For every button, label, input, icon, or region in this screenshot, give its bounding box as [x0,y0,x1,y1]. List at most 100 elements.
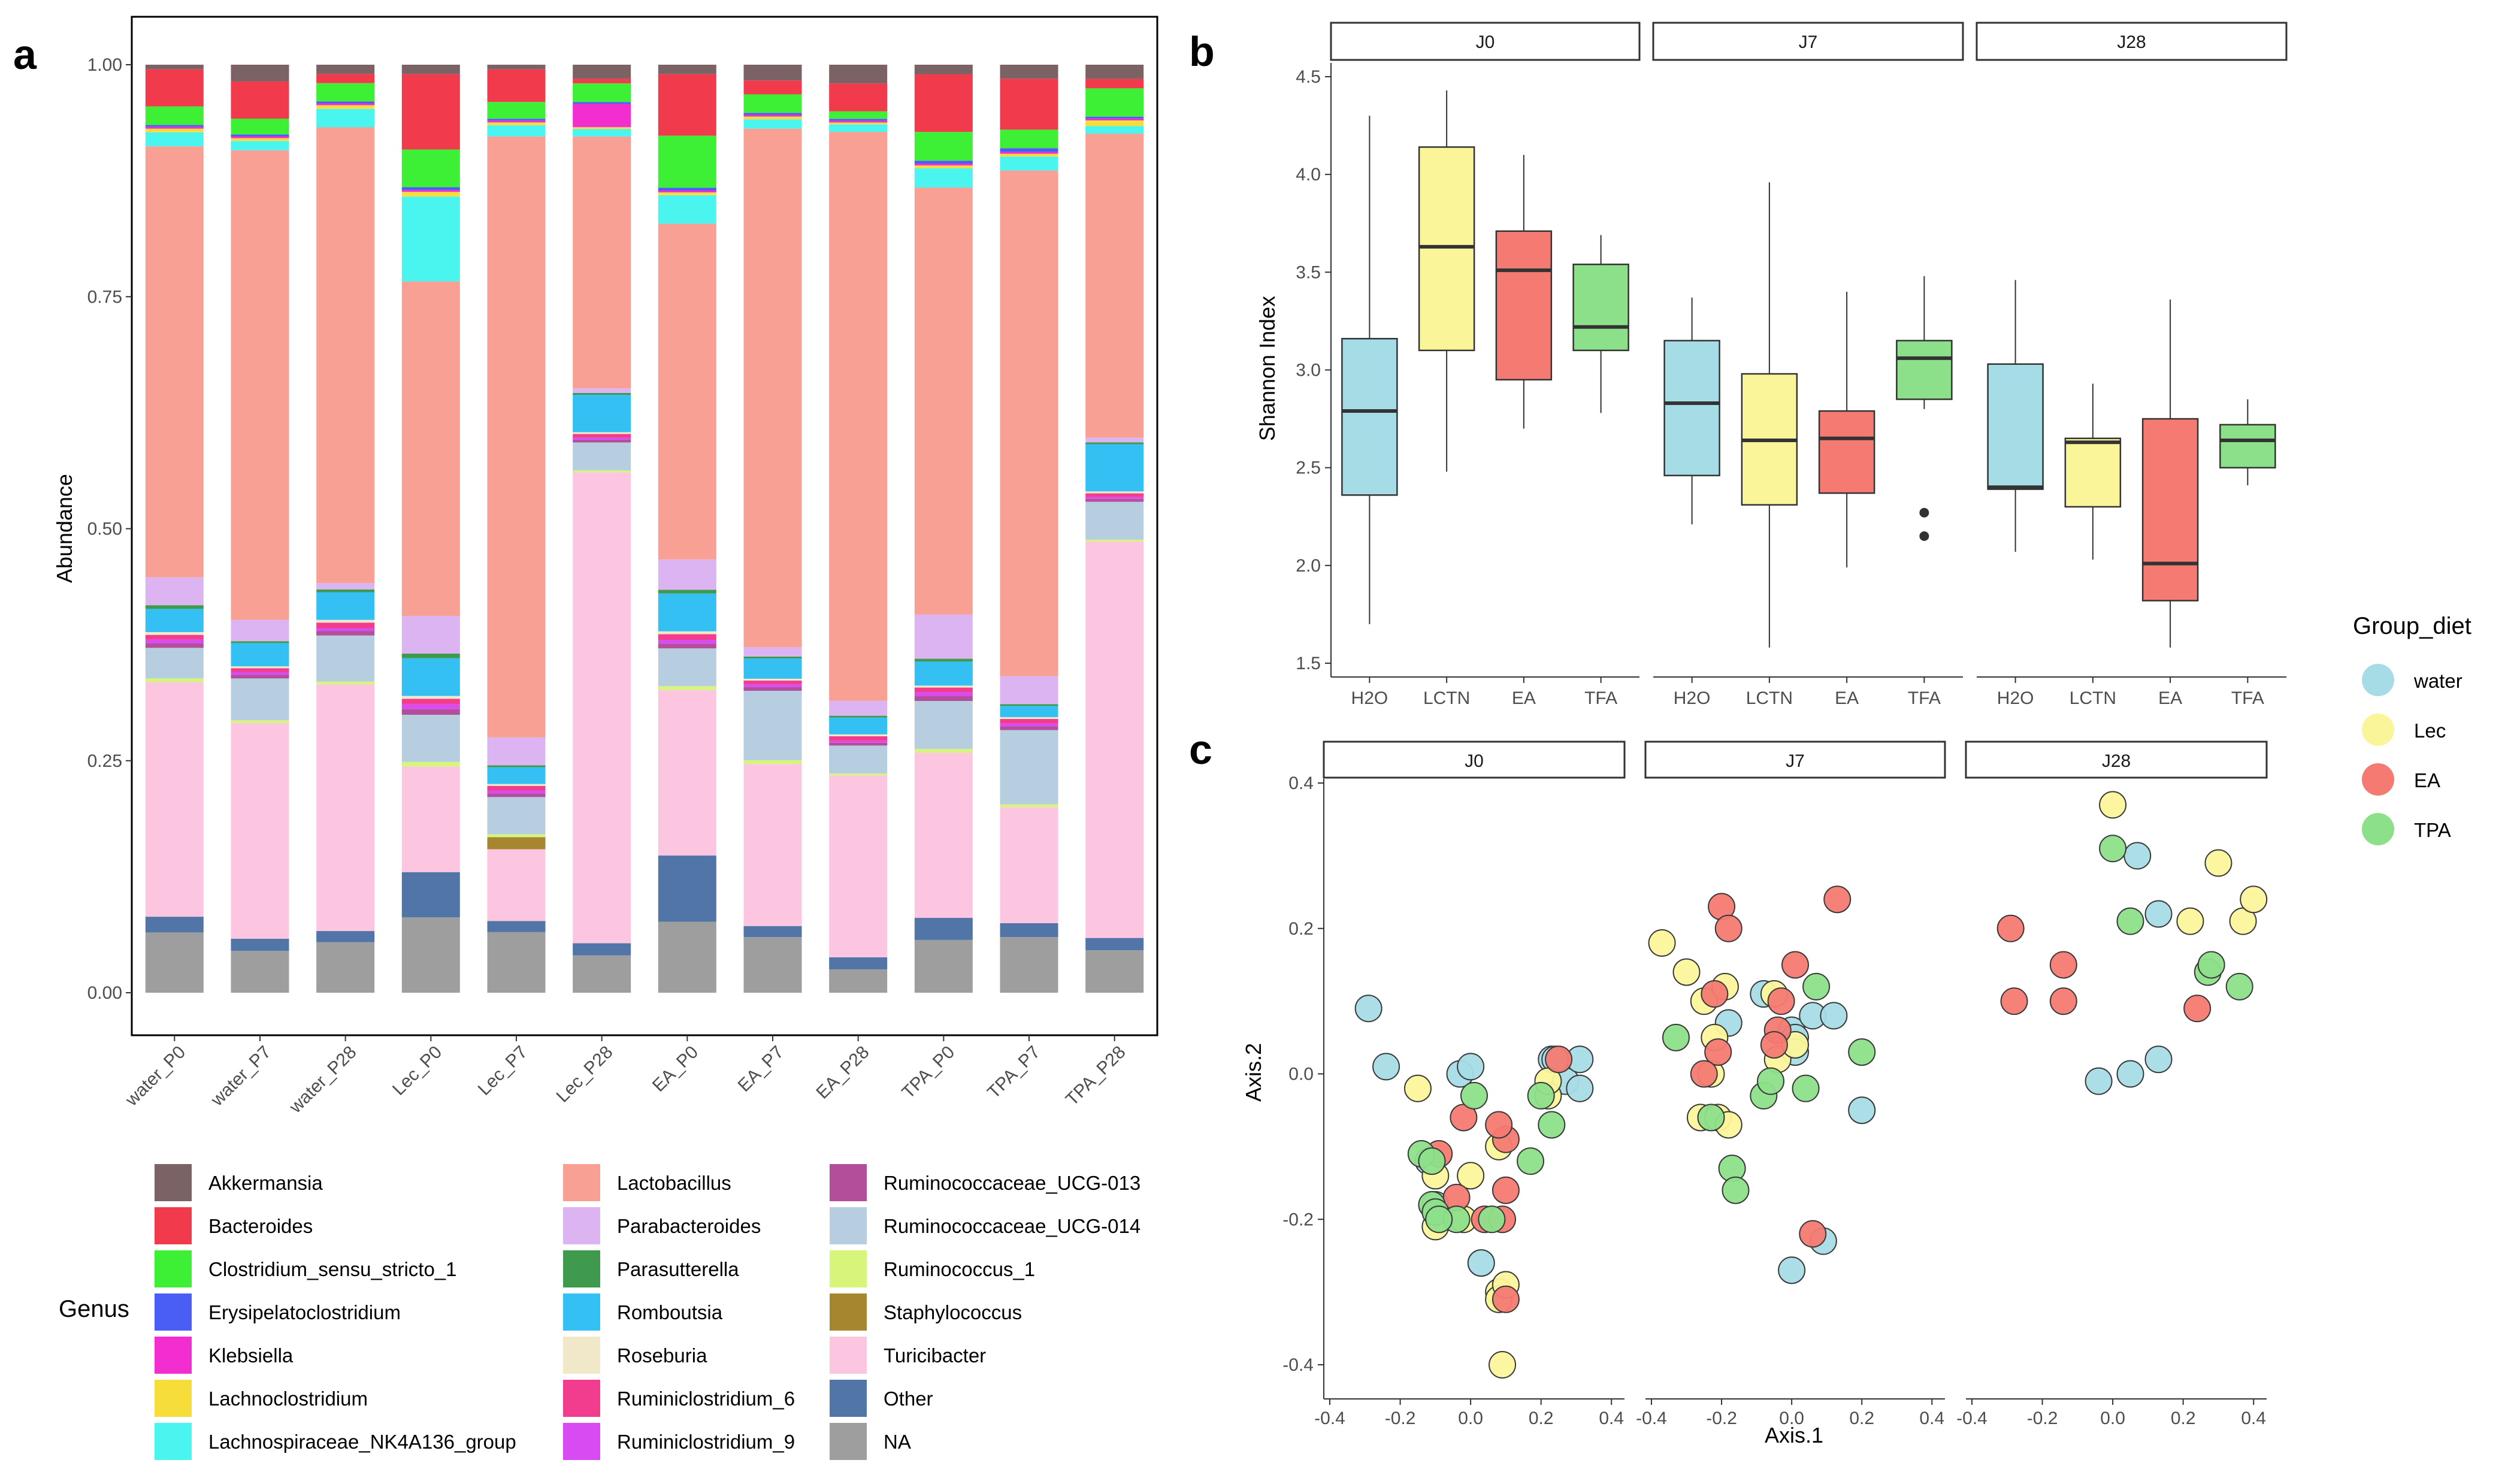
scatter-point [2123,842,2152,870]
scatter-point [2116,907,2144,935]
bar-segment [658,921,716,993]
genus-legend-swatch [155,1293,192,1331]
bar-segment [145,643,204,648]
bar-segment [1000,706,1058,717]
genus-legend-label: Lactobacillus [617,1172,731,1194]
bar-segment [829,111,888,119]
group-legend-label: TPA [2414,819,2451,841]
box-plot [1418,90,1475,472]
genus-legend-swatch [563,1293,600,1331]
scatter-point [2099,835,2127,863]
genus-legend-label: Ruminiclostridium_6 [617,1388,795,1410]
bar-segment [487,793,546,797]
bar-segment [573,943,631,956]
bar-segment [914,749,973,753]
bar-segment [914,161,973,164]
bar-segment [743,681,802,685]
bar-segment [743,114,802,117]
genus-legend-label: Clostridium_sensu_stricto_1 [208,1258,457,1280]
genus-legend-label: Romboutsia [617,1301,723,1323]
group-diet-legend-title: Group_diet [2353,613,2471,639]
scatter-point [1566,1074,1594,1102]
bar-segment [1000,730,1058,805]
panel-b-boxplot: 1.5 2.0 2.5 3.0 3.5 4.0 4.5 J0 H2O LCTN EA TFA J7 H2O… [1296,22,2288,708]
bar-segment [1085,134,1144,438]
scatter-point [2197,951,2225,979]
group-legend-marker [2362,813,2394,845]
panel-b-facet-label: J28 [2117,32,2146,52]
box-outlier [1919,531,1929,541]
panel-c-facet: J0 -0.4 -0.2 0.0 0.2 0.4 [1314,740,1626,1428]
bar-segment [1000,717,1058,720]
scatter-point [2000,987,2028,1015]
genus-legend-swatch [563,1207,600,1244]
scatter-point [1848,1096,1876,1125]
bar-segment [231,668,289,672]
panel-c-x-tick-label: -0.2 [2027,1408,2058,1428]
bar-segment [316,942,375,993]
genus-legend-swatch [830,1164,867,1201]
bar-segment [487,65,546,69]
bar-segment [231,141,289,150]
genus-legend-swatch [830,1423,867,1460]
bar-segment [573,437,631,440]
bar-segment [316,101,375,104]
bar-segment [145,634,204,640]
bar-segment [573,129,631,137]
scatter-point [1799,1220,1827,1248]
genus-legend-swatch [830,1250,867,1287]
panel-b-y-tick-label: 2.0 [1296,556,1321,576]
bar-segment [743,656,802,658]
bar-segment [316,631,375,636]
bar-segment [743,687,802,691]
bar-segment [743,937,802,993]
genus-legend-label: Lachnospiraceae_NK4A136_group [208,1431,516,1453]
bar-segment [145,106,204,125]
panel-c-facet-label: J0 [1465,751,1484,771]
bar-segment [743,760,802,764]
scatter-point [1672,958,1701,986]
bar-segment [658,690,716,856]
scatter-point [2240,885,2268,914]
scatter-point [2116,1060,2144,1088]
panel-c-y-axis-title: Axis.2 [1241,1043,1266,1102]
bar-segment [573,442,631,471]
panel-b-facet-strip [1976,22,2288,61]
panel-c-x-tick-label: -0.4 [1314,1408,1345,1428]
bar-segment [401,696,460,699]
bar-segment [658,74,716,136]
bar-segment [231,136,289,138]
scatter-point [1701,980,1729,1008]
bar-segment [1085,78,1144,89]
bar-segment [658,188,716,191]
box-iqr [1495,230,1553,381]
box-plot [1818,291,1875,568]
bar-segment [1085,116,1144,119]
bar-segment [1085,950,1144,993]
scatter-point [1418,1147,1446,1175]
bar-segment [1085,88,1144,117]
genus-legend-swatch [563,1380,600,1417]
bar-segment [1085,442,1144,445]
panel-b-x-tick-label: H2O [1997,688,2034,708]
bar-segment [1000,78,1058,130]
panel-b-y-tick-label: 3.0 [1296,361,1321,380]
panel-a-x-tick-label: water_P0 [122,1042,190,1111]
bar-segment [658,686,716,690]
genus-legend-swatch [830,1293,867,1331]
bar-segment [914,658,973,662]
panel-c-y-tick-label: 0.2 [1288,919,1314,939]
bar-segment [487,784,546,786]
bar-segment [316,628,375,631]
bar-segment [743,678,802,681]
bar-segment [1085,501,1144,540]
genus-legend-label: Ruminococcaceae_UCG-014 [884,1215,1140,1237]
bar-segment [487,767,546,784]
bar-segment [573,127,631,129]
bar-segment [914,918,973,940]
bar-segment [914,614,973,659]
bar-segment [487,797,546,835]
bar-segment [829,132,888,701]
stacked-bar [1000,65,1058,993]
group-legend-marker [2362,714,2394,746]
